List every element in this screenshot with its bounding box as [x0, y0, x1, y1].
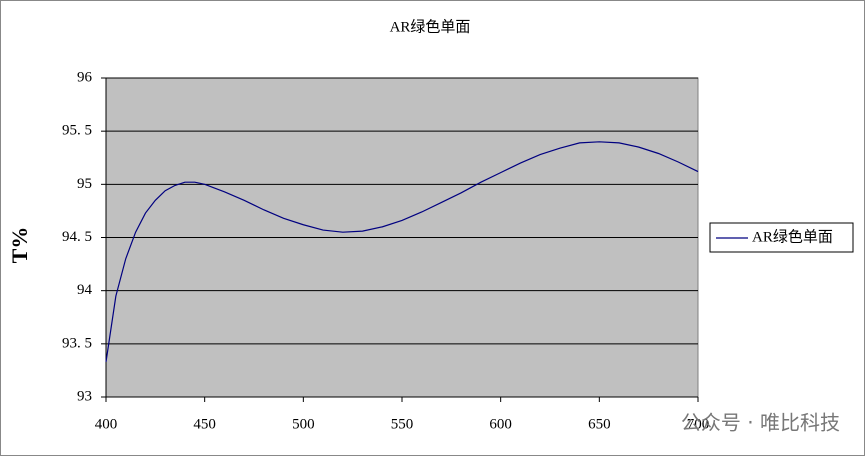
x-tick-label: 500: [292, 416, 315, 432]
y-tick-label: 96: [77, 69, 93, 85]
y-tick-label: 94. 5: [62, 229, 92, 245]
x-tick-label: 700: [687, 416, 710, 432]
x-tick-label: 600: [489, 416, 512, 432]
y-axis-title: T%: [7, 227, 32, 264]
y-tick-label: 95: [77, 176, 92, 192]
watermark: 公众号 · 唯比科技: [681, 411, 840, 435]
x-tick-label: 550: [391, 416, 414, 432]
x-tick-label: 650: [588, 416, 611, 432]
data-line: [105, 141, 699, 362]
legend-label: AR绿色单面: [752, 228, 833, 245]
y-tick-label: 93. 5: [62, 335, 92, 351]
y-tick-label: 93: [77, 388, 92, 404]
y-tick-label: 94: [77, 282, 93, 298]
chart-title: AR绿色单面: [390, 18, 471, 35]
x-tick-label: 400: [95, 416, 118, 432]
x-tick-label: 450: [193, 416, 216, 432]
y-tick-label: 95. 5: [62, 123, 92, 139]
